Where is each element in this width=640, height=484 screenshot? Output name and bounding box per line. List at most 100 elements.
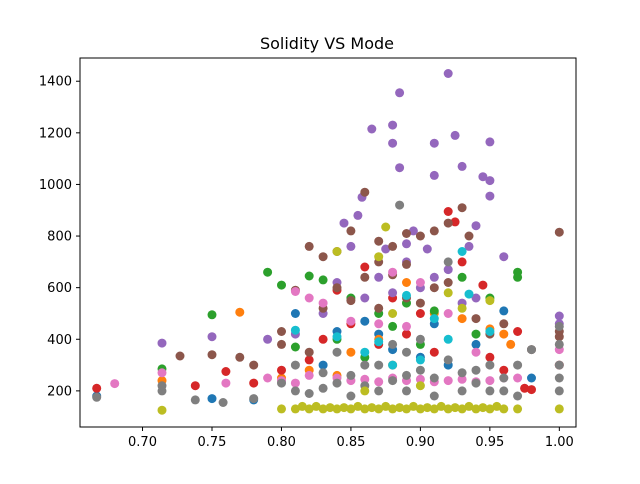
- data-point: [207, 310, 217, 320]
- data-point: [374, 272, 384, 282]
- data-point: [499, 404, 509, 414]
- data-point: [464, 231, 474, 241]
- data-point: [402, 239, 411, 249]
- data-point: [388, 321, 398, 331]
- data-point: [402, 259, 411, 269]
- data-point: [443, 69, 453, 78]
- data-point: [443, 207, 453, 216]
- data-point: [290, 404, 300, 414]
- data-point: [332, 247, 342, 256]
- data-point: [457, 257, 467, 267]
- data-point: [332, 404, 342, 414]
- data-point: [290, 325, 300, 335]
- data-point: [374, 337, 384, 347]
- data-point: [290, 386, 300, 396]
- data-point: [388, 404, 398, 414]
- data-point: [374, 319, 384, 329]
- data-point: [332, 347, 342, 357]
- data-point: [485, 376, 495, 386]
- data-point: [402, 321, 411, 331]
- data-point: [290, 378, 300, 388]
- data-point: [464, 401, 474, 411]
- data-point: [485, 327, 495, 336]
- data-point: [554, 386, 564, 396]
- data-point: [263, 334, 273, 344]
- data-point: [457, 303, 467, 313]
- data-point: [346, 370, 356, 380]
- data-point: [388, 288, 398, 298]
- data-point: [221, 378, 231, 388]
- data-point: [381, 222, 391, 232]
- data-point: [388, 267, 398, 277]
- data-point: [457, 386, 467, 396]
- data-point: [374, 377, 384, 387]
- data-point: [346, 391, 356, 401]
- x-axis: 0.70 0.75 0.80 0.85 0.90 0.95 1.00: [128, 427, 574, 450]
- data-point: [395, 403, 405, 413]
- data-point: [346, 316, 356, 326]
- data-point: [277, 404, 286, 414]
- x-tick-label: 0.70: [128, 435, 157, 450]
- data-point: [374, 236, 384, 246]
- data-point: [554, 339, 564, 349]
- data-point: [499, 386, 509, 396]
- data-point: [318, 383, 328, 393]
- data-point: [332, 332, 342, 342]
- data-point: [450, 403, 460, 413]
- data-point: [554, 311, 564, 321]
- data-point: [332, 378, 342, 388]
- data-point: [485, 176, 495, 186]
- data-point: [415, 365, 425, 375]
- data-point: [304, 271, 314, 281]
- data-point: [408, 401, 418, 411]
- data-point: [471, 293, 481, 303]
- y-tick-label: 800: [47, 230, 72, 245]
- points-layer: [92, 69, 564, 415]
- data-point: [554, 404, 564, 414]
- data-point: [235, 307, 245, 317]
- data-point: [443, 257, 453, 267]
- data-point: [157, 405, 167, 415]
- data-point: [402, 404, 411, 414]
- data-point: [360, 374, 370, 384]
- data-point: [513, 373, 523, 383]
- data-point: [207, 394, 217, 404]
- y-tick-label: 1400: [39, 75, 72, 90]
- series-8: [157, 222, 564, 415]
- y-tick-label: 600: [47, 281, 72, 296]
- data-point: [527, 345, 536, 355]
- data-point: [346, 226, 356, 236]
- data-point: [157, 368, 167, 378]
- data-point: [304, 370, 314, 380]
- y-tick-label: 1000: [39, 178, 72, 193]
- data-point: [408, 226, 418, 236]
- data-point: [318, 334, 328, 344]
- data-point: [499, 373, 509, 383]
- data-point: [346, 296, 356, 306]
- data-point: [367, 124, 377, 134]
- data-point: [457, 314, 467, 324]
- data-point: [297, 401, 307, 411]
- data-point: [346, 241, 356, 251]
- data-point: [485, 296, 495, 306]
- data-point: [374, 386, 384, 396]
- data-point: [492, 401, 502, 411]
- data-point: [190, 395, 200, 405]
- data-point: [499, 306, 509, 316]
- data-point: [381, 244, 391, 254]
- data-point: [443, 355, 453, 365]
- data-point: [429, 391, 439, 401]
- data-point: [485, 386, 495, 396]
- data-point: [471, 347, 481, 357]
- data-point: [157, 338, 167, 348]
- data-point: [304, 241, 314, 251]
- data-point: [277, 280, 286, 290]
- data-point: [457, 374, 467, 384]
- data-point: [374, 303, 384, 313]
- series-7: [92, 200, 564, 407]
- data-point: [415, 231, 425, 241]
- x-tick-label: 0.85: [336, 435, 365, 450]
- data-point: [190, 381, 200, 391]
- data-point: [471, 404, 481, 414]
